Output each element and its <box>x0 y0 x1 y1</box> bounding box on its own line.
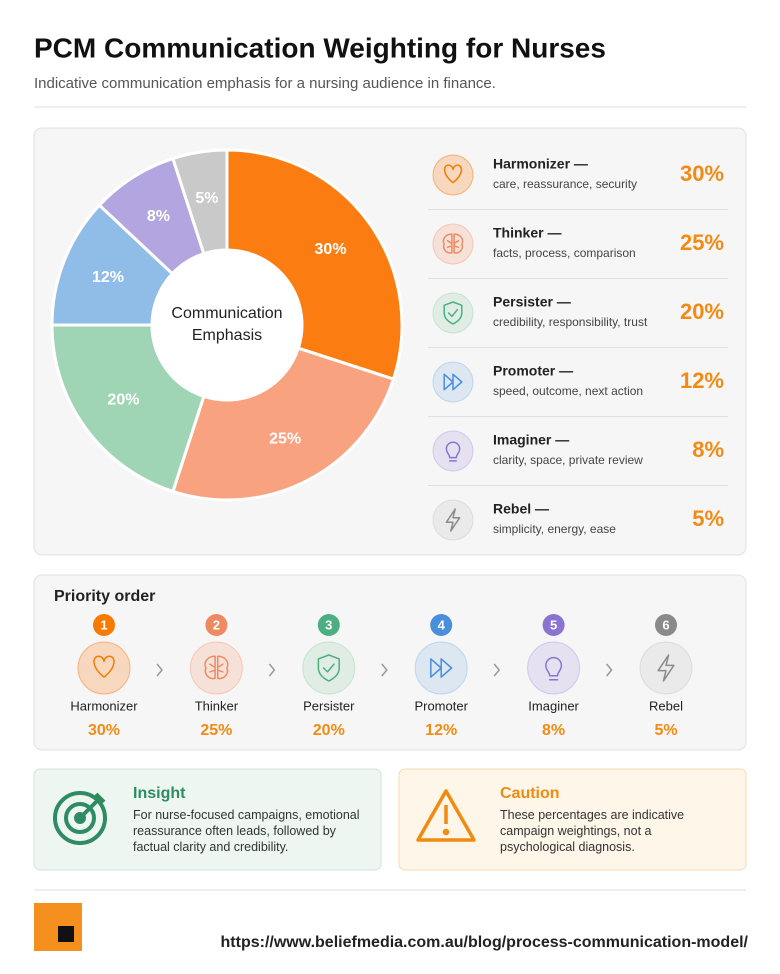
rank-number: 4 <box>438 617 446 632</box>
icon-bg <box>189 641 243 695</box>
priority-value: 5% <box>654 722 677 739</box>
legend-value: 5% <box>692 506 724 531</box>
priority-value: 12% <box>425 722 457 739</box>
pie-hole <box>152 250 302 400</box>
legend-label: Promoter — <box>493 363 573 379</box>
icon <box>657 654 675 682</box>
legend-description: speed, outcome, next action <box>493 384 643 398</box>
insight-box <box>33 768 382 871</box>
priority-value: 30% <box>88 722 120 739</box>
legend-label: Imaginer — <box>493 432 569 448</box>
priority-title: Priority order <box>54 588 155 605</box>
caution-title: Caution <box>500 785 560 802</box>
icon <box>204 655 229 680</box>
rank-badge <box>93 614 115 636</box>
legend-value: 8% <box>692 437 724 462</box>
slice-label: 30% <box>315 241 347 258</box>
slice-label: 12% <box>92 269 124 286</box>
slice-label: 20% <box>107 391 139 408</box>
rank-badge <box>317 614 340 636</box>
legend-value: 30% <box>680 161 724 186</box>
icon <box>93 655 115 678</box>
title: PCM Communication Weighting for Nurses <box>34 32 606 63</box>
legend-description: clarity, space, private review <box>493 453 643 467</box>
caution-text: These percentages are indicative campaig… <box>500 808 685 854</box>
icon-bg <box>302 641 356 695</box>
legend-label: Harmonizer — <box>493 156 588 172</box>
insight-title: Insight <box>133 785 186 802</box>
icon <box>545 656 563 681</box>
rank-number: 1 <box>100 617 107 632</box>
icon-bg <box>527 641 581 695</box>
icon <box>317 654 340 682</box>
legend-description: credibility, responsibility, trust <box>493 315 648 329</box>
icon <box>443 301 463 325</box>
icon-bg <box>432 154 474 196</box>
center-label: Communication Emphasis <box>171 305 283 344</box>
rank-number: 6 <box>662 617 669 632</box>
chevron <box>606 663 613 677</box>
priority-name: Promoter <box>414 698 468 713</box>
icon <box>445 441 461 462</box>
legend-value: 12% <box>680 368 724 393</box>
rank-badge <box>430 614 453 636</box>
priority-name: Persister <box>303 698 355 713</box>
priority-value: 25% <box>200 722 232 739</box>
legend-description: care, reassurance, security <box>493 177 637 191</box>
icon-bg <box>432 430 474 472</box>
rank-number: 2 <box>213 617 220 632</box>
footer-url[interactable]: https://www.beliefmedia.com.au/blog/proc… <box>221 934 749 951</box>
icon-bg <box>639 641 693 695</box>
priority-value: 20% <box>313 722 345 739</box>
chevron <box>268 663 276 677</box>
legend-description: facts, process, comparison <box>493 246 636 260</box>
rank-number: 5 <box>550 617 557 632</box>
icon <box>430 658 453 678</box>
icon <box>443 164 463 184</box>
caution-box <box>398 768 747 871</box>
icon <box>445 508 461 532</box>
legend-label: Persister — <box>493 294 571 310</box>
rank-badge <box>655 614 677 636</box>
icon <box>442 233 464 254</box>
icon-bg <box>77 641 131 695</box>
chevron <box>493 663 501 677</box>
slice-label: 5% <box>195 190 218 207</box>
priority-name: Rebel <box>649 698 683 713</box>
icon-bg <box>432 223 474 265</box>
rank-number: 3 <box>325 617 332 632</box>
insight-icon <box>53 791 107 845</box>
legend-label: Thinker — <box>493 225 561 241</box>
icon-bg <box>432 499 474 541</box>
legend-value: 20% <box>680 299 724 324</box>
legend-value: 25% <box>680 230 724 255</box>
icon <box>443 373 463 391</box>
icon-bg <box>432 292 474 334</box>
rank-badge <box>205 614 228 636</box>
chevron <box>381 663 388 677</box>
caution-icon <box>416 789 476 842</box>
slice-label: 25% <box>269 430 301 447</box>
chevron <box>156 663 163 677</box>
priority-value: 8% <box>542 722 565 739</box>
legend-description: simplicity, energy, ease <box>493 522 616 536</box>
insight-text: For nurse-focused campaigns, emotional r… <box>133 808 360 854</box>
priority-name: Thinker <box>195 698 239 713</box>
subtitle: Indicative communication emphasis for a … <box>34 75 496 92</box>
rank-badge <box>542 614 565 636</box>
priority-name: Harmonizer <box>70 698 138 713</box>
slice-label: 8% <box>147 208 170 225</box>
logo-mark <box>58 926 74 942</box>
priority-name: Imaginer <box>528 698 579 713</box>
legend-label: Rebel — <box>493 501 549 517</box>
